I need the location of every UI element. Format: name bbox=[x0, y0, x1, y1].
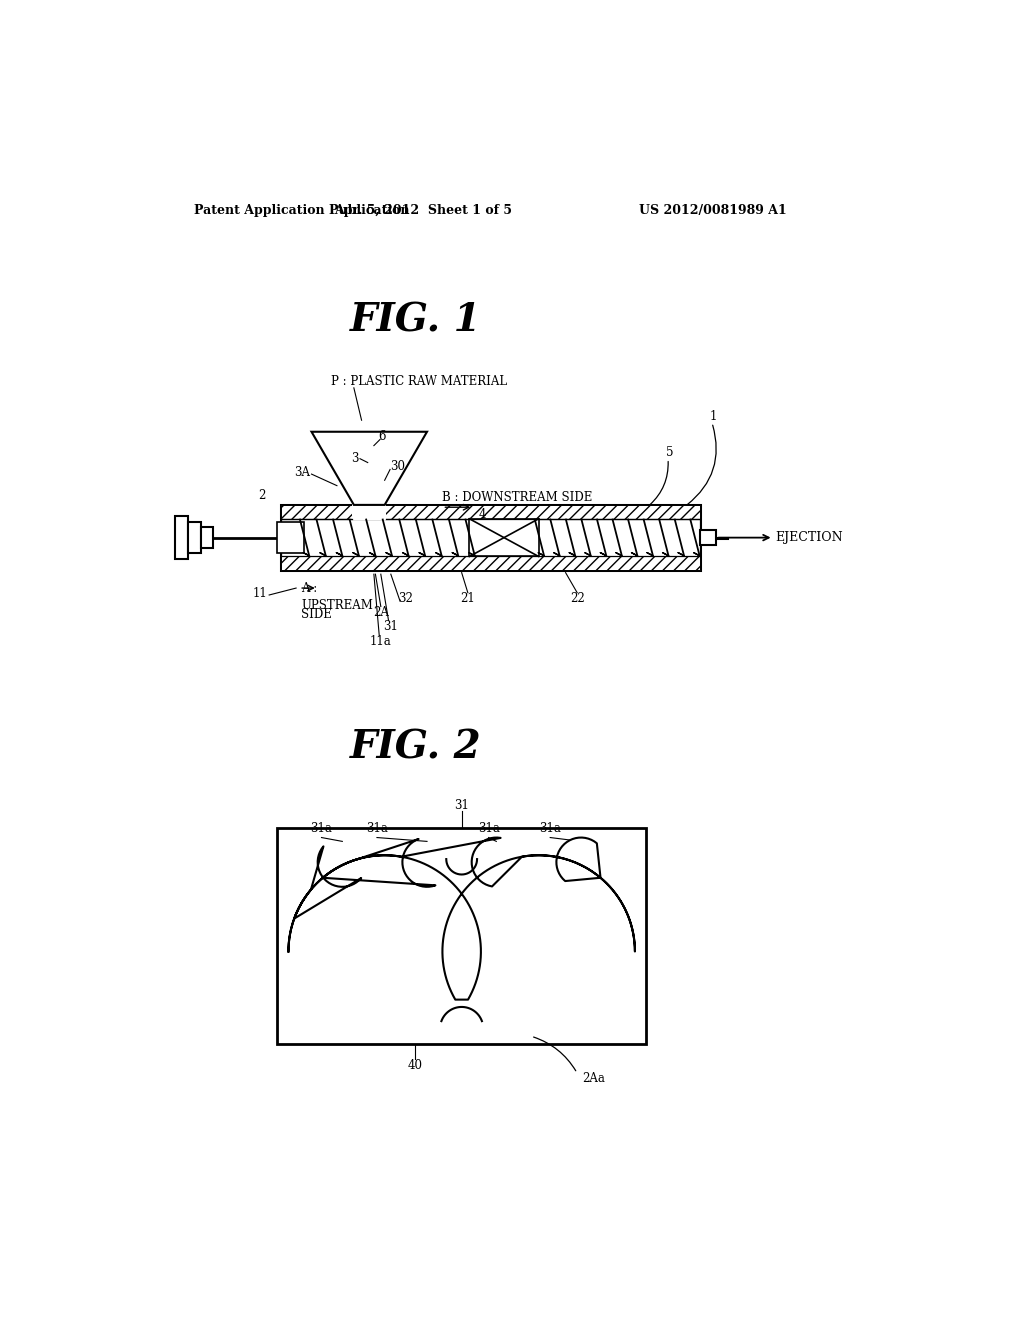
Text: 2: 2 bbox=[258, 490, 265, 502]
Polygon shape bbox=[276, 523, 304, 553]
Text: B : DOWNSTREAM SIDE: B : DOWNSTREAM SIDE bbox=[442, 491, 593, 504]
Polygon shape bbox=[352, 503, 386, 520]
Text: 31: 31 bbox=[383, 620, 398, 634]
Text: 30: 30 bbox=[390, 459, 406, 473]
Text: 31a: 31a bbox=[477, 822, 500, 834]
Text: Apr. 5, 2012  Sheet 1 of 5: Apr. 5, 2012 Sheet 1 of 5 bbox=[334, 205, 512, 218]
Text: 31a: 31a bbox=[366, 822, 388, 834]
Text: 31: 31 bbox=[455, 799, 469, 812]
Polygon shape bbox=[188, 523, 202, 553]
Polygon shape bbox=[289, 838, 635, 999]
Text: UPSTREAM: UPSTREAM bbox=[301, 599, 374, 612]
Text: 1: 1 bbox=[710, 409, 717, 422]
Text: US 2012/0081989 A1: US 2012/0081989 A1 bbox=[639, 205, 786, 218]
Text: 11a: 11a bbox=[370, 635, 392, 648]
Polygon shape bbox=[281, 506, 700, 570]
Text: 31a: 31a bbox=[540, 822, 561, 834]
Polygon shape bbox=[281, 557, 700, 570]
Text: P : PLASTIC RAW MATERIAL: P : PLASTIC RAW MATERIAL bbox=[331, 375, 507, 388]
Polygon shape bbox=[281, 519, 700, 557]
Text: 31a: 31a bbox=[310, 822, 333, 834]
Text: 2Aa: 2Aa bbox=[583, 1072, 605, 1085]
Text: 22: 22 bbox=[569, 593, 585, 606]
Polygon shape bbox=[276, 829, 646, 1044]
Polygon shape bbox=[281, 506, 700, 519]
Text: 5: 5 bbox=[666, 446, 673, 459]
Text: SIDE: SIDE bbox=[301, 609, 333, 622]
Text: FIG. 2: FIG. 2 bbox=[349, 729, 481, 767]
Polygon shape bbox=[700, 529, 716, 545]
Text: 3: 3 bbox=[351, 453, 358, 465]
Text: EJECTION: EJECTION bbox=[775, 531, 843, 544]
Text: 40: 40 bbox=[408, 1059, 423, 1072]
Text: 6: 6 bbox=[379, 430, 386, 444]
Polygon shape bbox=[469, 519, 539, 557]
Text: 21: 21 bbox=[461, 593, 475, 606]
Polygon shape bbox=[175, 516, 188, 560]
Text: A :: A : bbox=[301, 582, 317, 594]
Text: 11: 11 bbox=[253, 587, 267, 601]
Text: Patent Application Publication: Patent Application Publication bbox=[194, 205, 410, 218]
Text: 2A: 2A bbox=[373, 606, 389, 619]
Text: 32: 32 bbox=[398, 593, 414, 606]
Text: FIG. 1: FIG. 1 bbox=[349, 301, 481, 339]
Polygon shape bbox=[202, 527, 213, 548]
Text: 3A: 3A bbox=[295, 466, 310, 479]
Text: 4: 4 bbox=[478, 508, 486, 521]
